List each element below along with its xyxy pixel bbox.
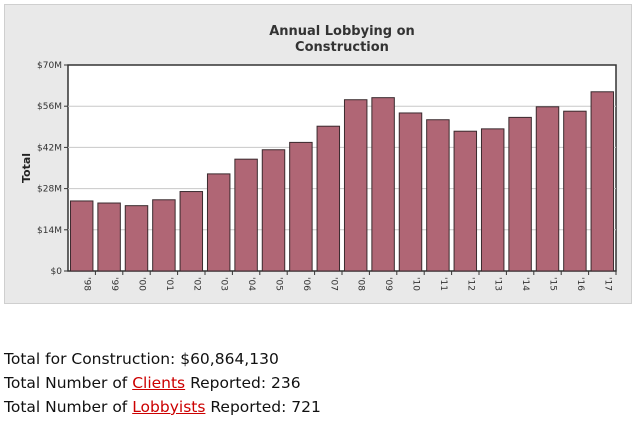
x-tick-label: '15 xyxy=(548,277,558,291)
bar xyxy=(289,141,313,272)
x-tick-label: '10 xyxy=(411,277,421,291)
bar xyxy=(343,99,368,272)
x-tick-label: '08 xyxy=(356,277,366,291)
bar xyxy=(97,202,121,272)
y-tick-label: $28M xyxy=(37,185,62,195)
y-tick-label: $70M xyxy=(37,61,62,71)
y-axis-label: Total xyxy=(20,153,33,183)
bar xyxy=(563,110,587,272)
chart-panel: Annual Lobbying on Construction Total $0… xyxy=(4,4,632,304)
x-tick-label: '04 xyxy=(246,277,256,291)
total-spending-line: Total for Construction: $60,864,130 xyxy=(4,350,279,368)
y-axis-ticks: $0 $14M $28M $42M $56M $70M xyxy=(37,61,68,277)
x-tick-label: '00 xyxy=(137,277,147,291)
bar xyxy=(152,199,176,272)
x-tick-label: '99 xyxy=(109,277,119,291)
bar xyxy=(316,125,341,272)
chart-title-line-1: Annual Lobbying on xyxy=(269,24,415,39)
x-tick-label: '09 xyxy=(383,277,393,291)
lobbyists-link[interactable]: Lobbyists xyxy=(132,398,206,416)
y-tick-label: $0 xyxy=(51,267,63,277)
x-tick-label: '07 xyxy=(328,277,338,291)
bar xyxy=(453,130,478,272)
x-tick-label: '14 xyxy=(520,277,530,291)
x-tick-label: '11 xyxy=(438,277,448,291)
x-tick-label: '02 xyxy=(191,277,201,291)
lobbyists-count-line: Total Number of Lobbyists Reported: 721 xyxy=(4,398,321,416)
x-tick-label: '03 xyxy=(219,277,229,291)
x-tick-label: '98 xyxy=(82,277,92,291)
y-tick-label: $42M xyxy=(37,143,62,153)
lobbyists-prefix: Total Number of xyxy=(4,398,133,416)
bar xyxy=(426,119,450,272)
x-tick-label: '12 xyxy=(465,277,475,291)
bar xyxy=(480,128,505,272)
bar xyxy=(590,91,615,272)
clients-suffix: Reported: 236 xyxy=(185,374,301,392)
lobbyists-suffix: Reported: 721 xyxy=(205,398,321,416)
bar xyxy=(508,116,532,272)
bar-chart: Annual Lobbying on Construction Total $0… xyxy=(20,24,617,291)
x-tick-label: '01 xyxy=(164,277,174,291)
bar xyxy=(124,205,149,272)
plot-area xyxy=(67,64,617,272)
bar xyxy=(179,191,204,272)
bars xyxy=(69,91,615,272)
y-tick-label: $56M xyxy=(37,102,62,112)
clients-count-line: Total Number of Clients Reported: 236 xyxy=(4,374,301,392)
clients-prefix: Total Number of xyxy=(4,374,133,392)
bar xyxy=(535,106,560,272)
bar xyxy=(261,149,286,272)
x-tick-label: '05 xyxy=(274,277,284,291)
bar xyxy=(398,112,423,272)
bar xyxy=(69,200,94,272)
x-tick-label: '17 xyxy=(602,277,612,291)
x-tick-label: '06 xyxy=(301,277,311,291)
x-axis-ticks: '98 '99 '00 '01 '02 '03 '04 '05 '06 '07 '08 '09 '10 '… xyxy=(82,271,617,291)
bar xyxy=(234,158,258,272)
chart-title-line-2: Construction xyxy=(295,40,389,55)
y-tick-label: $14M xyxy=(37,226,62,236)
clients-link[interactable]: Clients xyxy=(132,374,186,392)
x-tick-label: '13 xyxy=(493,277,503,291)
x-tick-label: '16 xyxy=(575,277,585,291)
bar xyxy=(371,97,395,272)
bar xyxy=(206,173,231,272)
